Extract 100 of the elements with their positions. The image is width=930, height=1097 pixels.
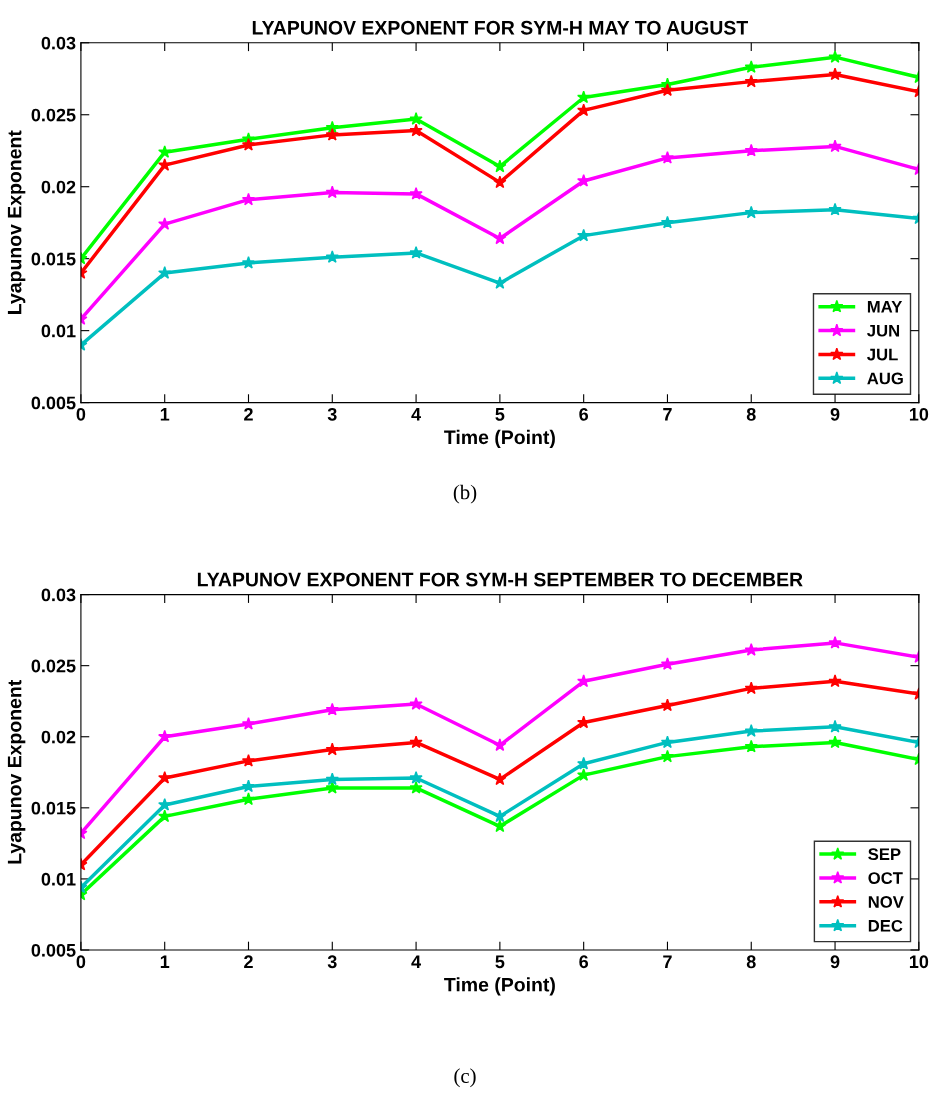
x-tick-label: 3 [327,955,337,969]
y-tick-label: 0.025 [31,659,76,673]
x-tick-label: 4 [411,955,422,968]
point [158,217,172,230]
x-tick-label: 2 [244,407,253,421]
x-tick-label: 6 [579,955,589,969]
point [660,749,675,763]
y-tick-label: 0.015 [31,801,76,815]
legend-label: OCT [868,872,903,884]
point [828,674,842,688]
point [744,739,758,753]
point [493,819,507,833]
y-tick-label: 0.005 [31,396,76,410]
point [828,202,842,216]
text: (b) [453,484,477,504]
point [409,112,423,125]
point [325,250,339,263]
point [828,67,842,81]
point [744,681,758,695]
point [828,719,842,733]
point [828,635,842,649]
point [241,138,256,151]
point [660,657,675,670]
x-tick-label: 7 [663,955,672,968]
x-tick-label: 4 [411,408,422,421]
x-tick-label: 9 [830,955,840,969]
x-tick-label: 10 [909,407,929,421]
legend-label: JUN [867,324,900,337]
x-tick-label: 0 [76,407,86,421]
y-tick-label: 0.02 [41,180,76,194]
point [241,753,256,767]
point [409,245,423,259]
point [828,50,842,63]
legend-label: JUL [867,348,898,361]
point [241,792,256,806]
y-tick-label: 0.015 [31,252,76,266]
chart-title: LYAPUNOV EXPONENT FOR SYM-H SEPTEMBER TO DECEMBER [197,572,803,587]
point [744,143,758,157]
point [577,228,591,242]
y-tick-label: 0.02 [41,730,76,744]
point [325,185,339,199]
point [409,735,423,749]
point [158,266,172,279]
point [577,768,591,781]
point [158,158,172,171]
point [493,738,507,752]
legend-label: AUG [867,372,903,385]
point [493,276,507,289]
point [493,772,507,786]
point [409,186,423,200]
point [241,256,256,269]
x-tick-label: 1 [160,408,170,421]
y-tick-label: 0.005 [31,943,76,957]
point [158,145,172,158]
y-axis-title: Lyapunov Exponent [7,130,26,314]
point [158,798,172,811]
point [158,729,172,743]
x-tick-label: 1 [160,955,170,968]
legend-label: MAY [867,301,903,313]
x-tick-label: 9 [830,407,840,421]
point [828,139,842,153]
point [158,809,172,823]
x-axis-title: Time (Point) [444,977,555,996]
point [325,772,339,786]
point [325,702,339,716]
point [828,735,842,749]
point [409,771,423,784]
point [493,159,507,173]
x-tick-label: 3 [327,407,337,421]
point [660,215,675,229]
y-tick-label: 0.01 [41,872,76,886]
point [493,175,507,189]
point [325,742,339,756]
point [241,192,256,206]
x-tick-label: 8 [746,407,756,421]
point [409,697,423,710]
point [325,127,339,141]
x-tick-label: 7 [663,408,672,421]
y-tick-label: 0.01 [41,324,76,338]
y-tick-label: 0.025 [31,108,76,122]
point [158,771,172,784]
y-tick-label: 0.03 [41,36,76,50]
y-tick-label: 0.03 [41,588,76,602]
text: (c) [454,1068,476,1088]
y-axis-title: Lyapunov Exponent [7,679,26,864]
point [744,60,758,74]
point [493,809,507,823]
point [660,698,675,712]
legend-label: NOV [868,896,904,908]
point [577,90,591,104]
x-tick-label: 6 [579,407,589,421]
point [577,674,591,688]
point [744,205,758,219]
point [409,123,423,137]
chart-title: LYAPUNOV EXPONENT FOR SYM-H MAY TO AUGUST [252,20,749,35]
x-tick-label: 8 [746,955,756,969]
x-tick-label: 5 [495,408,505,421]
legend-label: DEC [868,919,903,932]
x-tick-label: 0 [76,955,86,969]
point [744,724,758,737]
